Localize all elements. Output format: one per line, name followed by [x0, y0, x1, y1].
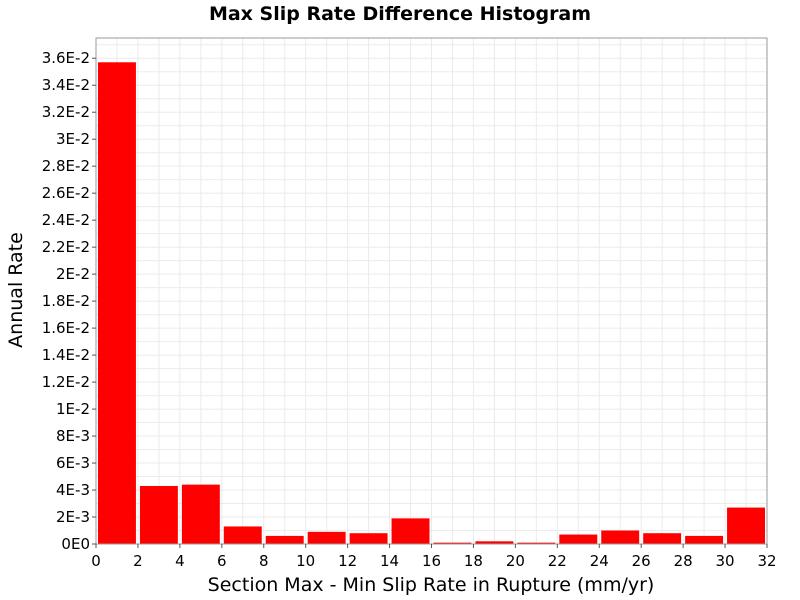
x-tick-label: 22 [548, 552, 567, 570]
y-axis-label: Annual Rate [5, 232, 27, 348]
histogram-bar [517, 542, 556, 544]
histogram-bar [643, 533, 682, 544]
grid-lines [96, 38, 767, 544]
y-tick-label: 2.6E-2 [42, 184, 90, 202]
y-tick-label: 1.6E-2 [42, 319, 90, 337]
x-tick-label: 2 [133, 552, 143, 570]
bars [98, 62, 765, 545]
y-tick-label: 6E-3 [56, 454, 90, 472]
y-tick-label: 2.2E-2 [42, 238, 90, 256]
x-tick-label: 6 [217, 552, 227, 570]
x-tick-label: 24 [590, 552, 609, 570]
y-tick-label: 2E-2 [56, 265, 90, 283]
x-tick-label: 14 [380, 552, 399, 570]
histogram-bar [139, 485, 178, 544]
x-tick-label: 26 [632, 552, 651, 570]
y-tick-label: 2.4E-2 [42, 211, 90, 229]
x-tick-label: 12 [338, 552, 357, 570]
x-tick-label: 30 [716, 552, 735, 570]
y-tick-label: 0E0 [61, 535, 90, 553]
x-axis-label: Section Max - Min Slip Rate in Rupture (… [208, 574, 655, 596]
y-tick-label: 2E-3 [56, 508, 90, 526]
y-tick-label: 3E-2 [56, 130, 90, 148]
x-tick-label: 20 [506, 552, 525, 570]
histogram-bar [98, 62, 136, 545]
histogram-bar [475, 541, 514, 544]
histogram-bar [307, 531, 346, 544]
histogram-bar [727, 507, 765, 544]
y-tick-label: 1E-2 [56, 400, 90, 418]
y-tick-label: 4E-3 [56, 481, 90, 499]
y-tick-labels: 0E0 2E-3 4E-3 6E-3 8E-3 1E-2 1.2E-2 1.4E-2 1.6E-… [42, 49, 90, 553]
y-tick-label: 1.2E-2 [42, 373, 90, 391]
histogram-bar [181, 484, 220, 544]
x-tick-labels: 0 2 4 6 8 10 12 14 16 18 20 22 24 26 28 30 32 [91, 552, 776, 570]
x-tick-label: 32 [757, 552, 776, 570]
histogram-bar [391, 518, 430, 544]
x-tick-label: 0 [91, 552, 101, 570]
y-tick-label: 8E-3 [56, 427, 90, 445]
histogram-bar [433, 542, 472, 544]
y-tick-label: 3.6E-2 [42, 49, 90, 67]
histogram-bar [223, 526, 262, 544]
histogram-bar [559, 534, 598, 544]
y-tick-label: 1.4E-2 [42, 346, 90, 364]
axis-ticks [92, 57, 768, 548]
histogram-bar [685, 535, 724, 544]
x-tick-label: 10 [296, 552, 315, 570]
x-tick-label: 28 [674, 552, 693, 570]
y-tick-label: 3.4E-2 [42, 76, 90, 94]
histogram-bar [265, 535, 304, 544]
histogram-bar [349, 533, 388, 544]
x-tick-label: 4 [175, 552, 185, 570]
x-tick-label: 16 [422, 552, 441, 570]
x-tick-label: 8 [259, 552, 269, 570]
y-tick-label: 3.2E-2 [42, 103, 90, 121]
y-tick-label: 1.8E-2 [42, 292, 90, 310]
chart-title: Max Slip Rate Difference Histogram [209, 3, 591, 25]
x-tick-label: 18 [464, 552, 483, 570]
y-tick-label: 2.8E-2 [42, 157, 90, 175]
histogram-bar [601, 530, 640, 544]
